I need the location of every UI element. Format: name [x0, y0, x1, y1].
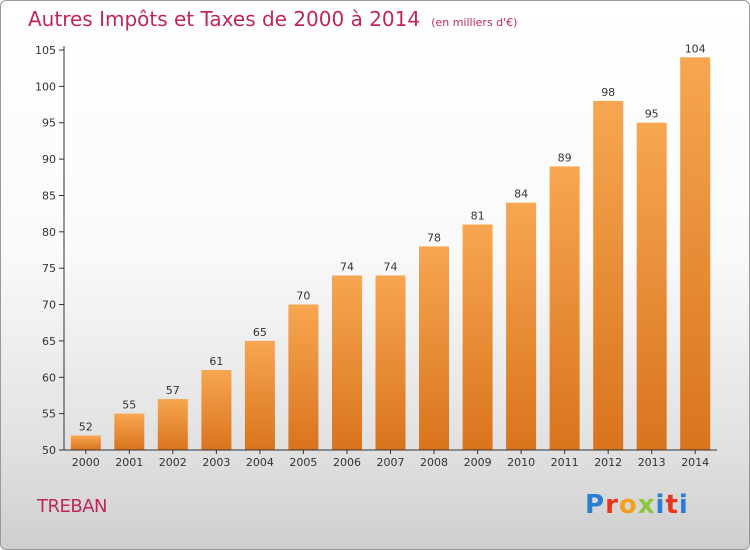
- x-tick-label-2007: 2007: [377, 456, 405, 469]
- bar-2006: [332, 275, 362, 450]
- title-text: Autres Impôts et Taxes de 2000 à 2014: [28, 7, 421, 31]
- commune-name: TREBAN: [37, 496, 108, 517]
- y-tick-label-105: 105: [35, 44, 56, 57]
- value-label-2011: 89: [558, 151, 572, 164]
- bar-2003: [201, 370, 232, 450]
- logo-letter: i: [655, 490, 666, 520]
- bar-2009: [462, 224, 493, 450]
- y-tick-label-90: 90: [42, 153, 56, 166]
- y-tick-label-100: 100: [35, 80, 56, 93]
- value-label-2000: 52: [79, 421, 93, 434]
- value-label-2006: 74: [340, 261, 354, 274]
- value-label-2002: 57: [166, 384, 180, 397]
- x-tick-label-2009: 2009: [464, 456, 492, 469]
- y-tick-label-50: 50: [42, 444, 56, 457]
- bar-2012: [593, 100, 624, 451]
- logo-letter: x: [637, 490, 656, 520]
- bar-2000: [70, 435, 101, 450]
- bar-2010: [506, 202, 537, 450]
- axes-group: [59, 46, 717, 454]
- y-tick-label-95: 95: [42, 117, 56, 130]
- x-tick-label-2011: 2011: [551, 456, 579, 469]
- bar-2004: [244, 340, 275, 450]
- x-tick-label-2006: 2006: [333, 456, 361, 469]
- bar-2013: [636, 122, 667, 450]
- x-tick-label-2003: 2003: [202, 456, 230, 469]
- y-tick-label-70: 70: [42, 299, 56, 312]
- logo-letter: r: [605, 490, 619, 520]
- x-tick-label-2014: 2014: [681, 456, 709, 469]
- y-tick-label-65: 65: [42, 335, 56, 348]
- unit-label: (en milliers d'€): [431, 16, 518, 29]
- bar-2008: [419, 246, 449, 450]
- x-tick-label-2012: 2012: [594, 456, 622, 469]
- y-tick-label-55: 55: [42, 408, 56, 421]
- value-label-2005: 70: [296, 290, 310, 303]
- value-label-2003: 61: [209, 355, 223, 368]
- y-tick-label-85: 85: [42, 190, 56, 203]
- x-tick-label-2002: 2002: [159, 456, 187, 469]
- x-tick-label-2013: 2013: [638, 456, 666, 469]
- bar-2001: [114, 413, 145, 450]
- chart-title: Autres Impôts et Taxes de 2000 à 2014 (e…: [28, 7, 517, 31]
- value-label-2010: 84: [514, 188, 528, 201]
- y-tick-label-80: 80: [42, 226, 56, 239]
- bar-2005: [288, 304, 319, 450]
- labels-group: 52 2000 55 2001 57 2002 61 2003 65 2004 70 2005 74 20…: [35, 42, 709, 469]
- value-label-2014: 104: [685, 42, 706, 55]
- logo-letter: o: [618, 490, 638, 520]
- proxiti-logo[interactable]: Proxiti: [585, 490, 689, 520]
- value-label-2001: 55: [122, 399, 136, 412]
- value-label-2004: 65: [253, 326, 267, 339]
- bar-2007: [375, 275, 406, 450]
- logo-letter: i: [678, 490, 689, 520]
- bar-2002: [157, 399, 188, 450]
- value-label-2012: 98: [601, 86, 615, 99]
- x-tick-label-2010: 2010: [507, 456, 535, 469]
- logo-letter: P: [585, 490, 606, 520]
- bars-group: [70, 57, 711, 451]
- value-label-2013: 95: [645, 108, 659, 121]
- y-tick-label-60: 60: [42, 371, 56, 384]
- value-label-2008: 78: [427, 231, 441, 244]
- x-tick-label-2005: 2005: [289, 456, 317, 469]
- x-tick-label-2001: 2001: [115, 456, 143, 469]
- x-tick-label-2000: 2000: [72, 456, 100, 469]
- bar-2011: [549, 166, 580, 450]
- y-tick-label-75: 75: [42, 262, 56, 275]
- x-tick-label-2004: 2004: [246, 456, 274, 469]
- value-label-2007: 74: [384, 261, 398, 274]
- value-label-2009: 81: [471, 210, 485, 223]
- x-tick-label-2008: 2008: [420, 456, 448, 469]
- bar-2014: [680, 57, 711, 451]
- logo-letter: t: [665, 490, 679, 520]
